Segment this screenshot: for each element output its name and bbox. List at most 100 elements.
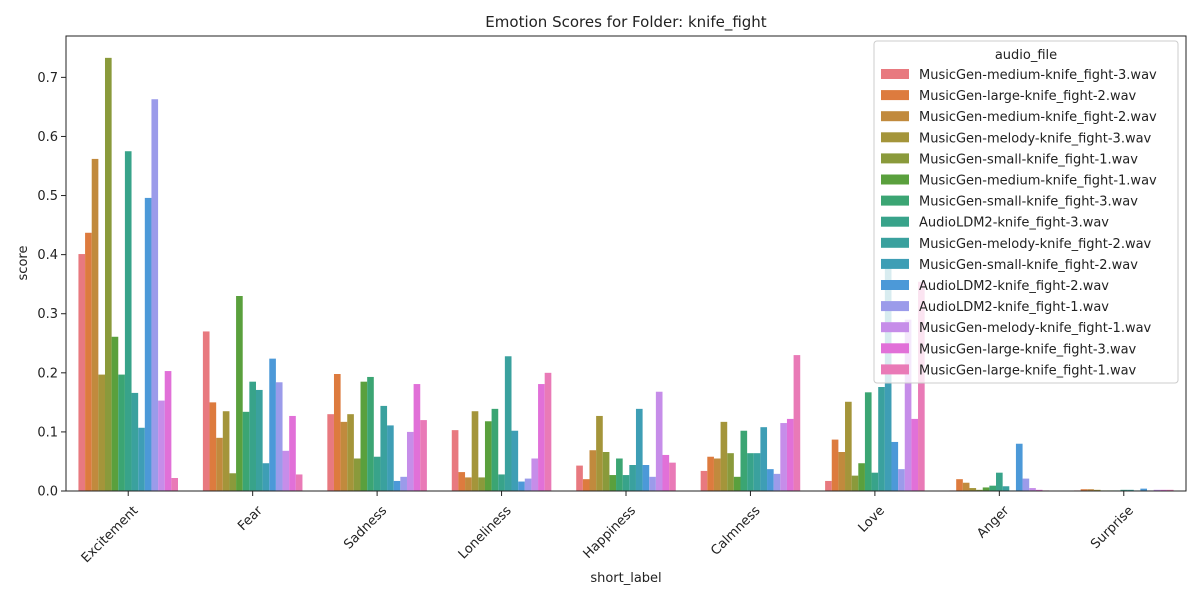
x-tick-label: Love — [856, 503, 888, 535]
legend-entry: AudioLDM2-knife_fight-2.wav — [919, 279, 1109, 294]
bar — [616, 458, 623, 491]
bar — [91, 158, 99, 491]
x-tick-label: Anger — [974, 503, 1012, 541]
legend-title: audio_file — [995, 48, 1057, 63]
bar — [104, 57, 112, 492]
bar — [380, 405, 388, 491]
legend-swatch — [881, 280, 909, 290]
bar — [151, 99, 159, 491]
bar — [524, 478, 532, 491]
bar — [904, 319, 912, 491]
bar — [78, 254, 86, 491]
bar — [838, 452, 846, 491]
legend-entry: MusicGen-large-knife_fight-3.wav — [919, 342, 1137, 357]
bar — [898, 469, 905, 491]
legend-swatch — [881, 195, 909, 206]
bar — [282, 450, 290, 491]
x-tick-label: Happiness — [581, 503, 640, 562]
legend-entry: MusicGen-melody-knife_fight-2.wav — [919, 237, 1152, 252]
bar — [700, 470, 708, 491]
bar — [891, 441, 899, 491]
legend-swatch — [881, 111, 909, 122]
bar — [538, 384, 545, 491]
bar — [85, 232, 92, 491]
legend-swatch — [881, 216, 909, 227]
bar — [649, 476, 656, 491]
bar — [367, 376, 374, 491]
bar — [393, 480, 401, 491]
bar — [793, 355, 801, 491]
bar — [780, 423, 787, 491]
bar — [911, 418, 919, 491]
bar — [669, 462, 676, 491]
x-tick-label: Fear — [235, 503, 266, 534]
y-tick-label: 0.4 — [37, 248, 58, 263]
bar — [825, 480, 832, 491]
bar — [996, 472, 1003, 491]
bar — [202, 331, 210, 491]
legend-swatch — [881, 237, 909, 248]
bar — [249, 381, 256, 491]
bar — [1080, 489, 1088, 491]
bar — [589, 450, 597, 491]
bar — [458, 472, 466, 491]
bar — [511, 430, 519, 491]
legend-swatch — [881, 174, 909, 185]
legend-box — [873, 40, 1179, 384]
legend-swatch — [881, 153, 909, 164]
bar — [138, 427, 145, 491]
bar — [713, 458, 721, 491]
bar — [229, 473, 237, 491]
legend-entry: MusicGen-medium-knife_fight-3.wav — [919, 68, 1157, 83]
bar — [1002, 486, 1010, 491]
bar — [158, 400, 165, 491]
bar — [760, 427, 768, 491]
legend-entry: MusicGen-large-knife_fight-1.wav — [919, 363, 1137, 378]
bar — [289, 415, 296, 491]
bar — [1029, 488, 1036, 491]
legend-swatch — [881, 343, 909, 354]
bar — [871, 472, 879, 491]
bar — [451, 430, 459, 491]
bar — [236, 296, 243, 491]
bar — [353, 458, 361, 491]
bar — [1120, 489, 1128, 491]
x-tick-label: Excitement — [79, 503, 142, 566]
x-tick-label: Sadness — [341, 503, 390, 552]
y-axis: 0.0 0.1 0.2 0.3 0.4 0.5 0.6 0.7 — [37, 71, 66, 500]
bar — [609, 475, 617, 491]
bar — [662, 454, 670, 491]
legend-swatch — [881, 132, 909, 143]
legend-swatch — [881, 301, 909, 312]
bar — [747, 453, 754, 491]
bar — [740, 430, 748, 491]
bar — [989, 485, 997, 491]
bars-layer — [78, 57, 1174, 492]
bar — [707, 456, 714, 491]
bar — [242, 411, 250, 491]
bar — [622, 475, 630, 491]
bar — [582, 479, 590, 491]
legend-entry: MusicGen-melody-knife_fight-3.wav — [919, 131, 1152, 146]
bar — [753, 453, 761, 491]
bar — [347, 414, 354, 491]
bar — [956, 479, 963, 491]
bar — [773, 473, 781, 491]
legend-entry: AudioLDM2-knife_fight-1.wav — [919, 300, 1109, 315]
x-tick-label: Calmness — [708, 503, 763, 558]
bar — [131, 392, 139, 491]
bar — [1093, 489, 1101, 491]
bar — [209, 402, 217, 491]
bar — [629, 465, 636, 491]
bar — [831, 439, 839, 491]
bar — [327, 414, 334, 491]
bar — [222, 411, 230, 491]
bar — [498, 474, 505, 491]
bar — [858, 463, 865, 491]
bar — [969, 488, 977, 491]
bar — [733, 476, 741, 491]
legend-entry: MusicGen-medium-knife_fight-2.wav — [919, 110, 1157, 125]
bar — [262, 463, 270, 491]
bar — [144, 197, 152, 491]
bar — [360, 381, 368, 491]
